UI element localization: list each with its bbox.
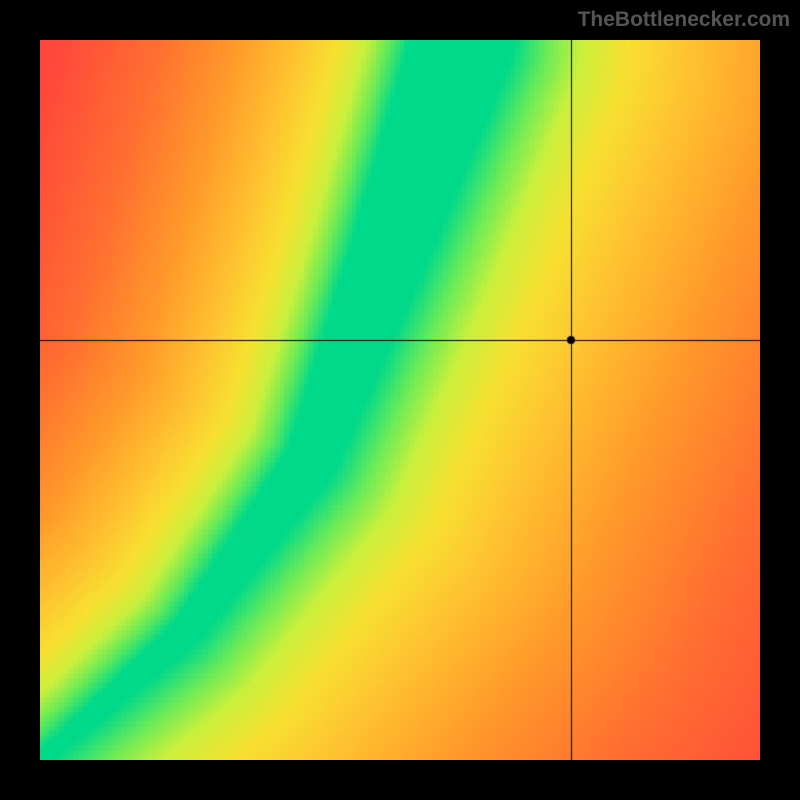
- watermark-label: TheBottlenecker.com: [578, 8, 790, 32]
- heatmap-canvas: [40, 40, 760, 760]
- chart-container: TheBottlenecker.com: [0, 0, 800, 800]
- plot-area: [40, 40, 760, 760]
